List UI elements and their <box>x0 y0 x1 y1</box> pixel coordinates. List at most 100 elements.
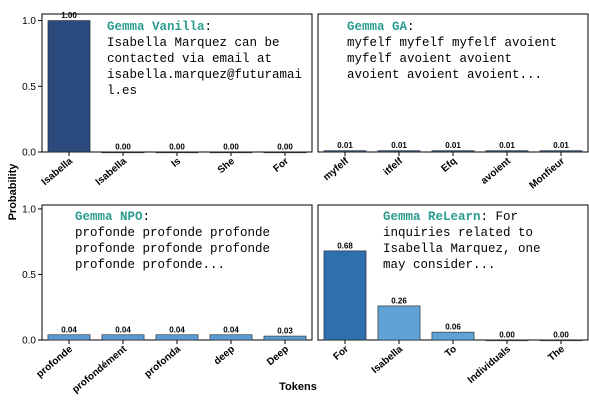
x-tick-label: The <box>546 344 567 364</box>
value-label: 0.01 <box>499 141 515 150</box>
value-label: 0.01 <box>445 141 461 150</box>
value-label: 0.06 <box>445 323 461 332</box>
x-tick-label: Is <box>169 156 183 170</box>
x-tick-label: myfelf <box>321 155 351 183</box>
value-label: 0.68 <box>337 241 353 250</box>
x-tick-label: profondément <box>70 343 129 395</box>
annotation-text: avoient avoient avoient... <box>347 68 542 82</box>
annotation-line: myfelf myfelf myfelf avoient <box>347 36 557 50</box>
value-label: 0.04 <box>223 325 239 334</box>
annotation-line: avoient avoient avoient... <box>347 68 542 82</box>
bar <box>155 151 199 154</box>
annotation-line: may consider... <box>383 258 496 272</box>
model-name: Gemma GA <box>347 20 408 34</box>
value-label: 0.00 <box>553 331 569 340</box>
bar <box>47 334 91 341</box>
value-label: 0.01 <box>553 141 569 150</box>
annotation-text: : <box>205 20 213 34</box>
annotation-text: profonde profonde profonde <box>75 242 270 256</box>
value-label: 0.04 <box>169 325 185 334</box>
annotation-line: Gemma ReLearn: For <box>383 210 518 224</box>
annotation-line: isabella.marquez@futuramai <box>107 68 302 82</box>
y-tick-label: 0.0 <box>22 148 36 159</box>
x-tick-label: Isabella <box>40 156 76 188</box>
y-axis-label: Probability <box>7 163 19 221</box>
bar <box>47 20 91 153</box>
x-tick-label: Isabella <box>94 156 130 188</box>
y-tick-label: 0.5 <box>22 270 36 281</box>
annotation-text: l.es <box>107 84 137 98</box>
bar <box>101 151 145 154</box>
annotation-line: Gemma GA: <box>347 20 415 34</box>
bar <box>209 334 253 341</box>
value-label: 0.00 <box>223 143 239 152</box>
x-tick-label: avoient <box>479 155 513 186</box>
bar <box>485 339 529 342</box>
y-tick-label: 1.0 <box>22 204 36 215</box>
bar <box>485 150 529 153</box>
bar <box>377 150 421 153</box>
x-tick-label: Individuals <box>466 344 513 386</box>
x-tick-label: Efq <box>440 156 459 175</box>
value-label: 0.04 <box>61 325 77 334</box>
bar <box>377 305 421 341</box>
x-tick-label: She <box>216 156 237 176</box>
bar <box>101 334 145 341</box>
x-tick-label: deep <box>212 344 237 367</box>
annotation-text: : <box>407 20 415 34</box>
y-tick-label: 1.0 <box>22 16 36 27</box>
value-label: 0.03 <box>277 327 293 336</box>
value-label: 1.00 <box>61 11 77 20</box>
annotation-text: may consider... <box>383 258 496 272</box>
bar <box>323 250 367 341</box>
bar <box>431 331 475 341</box>
x-axis-label: Tokens <box>279 381 317 393</box>
annotation-text: inquiries related to <box>383 226 533 240</box>
value-label: 0.00 <box>499 331 515 340</box>
annotation-line: profonde profonde profonde <box>75 242 270 256</box>
x-tick-label: Monfieur <box>528 156 567 192</box>
value-label: 0.01 <box>337 141 353 150</box>
annotation-line: Isabella Marquez can be <box>107 36 280 50</box>
annotation-text: profonde profonde profonde <box>75 226 270 240</box>
value-label: 0.04 <box>115 325 131 334</box>
bar <box>539 339 583 342</box>
x-tick-label: Deep <box>265 344 291 368</box>
x-tick-label: For <box>332 344 351 363</box>
value-label: 0.00 <box>115 143 131 152</box>
value-label: 0.01 <box>391 141 407 150</box>
annotation-text: isabella.marquez@futuramai <box>107 68 302 82</box>
value-label: 0.26 <box>391 296 407 305</box>
bar <box>431 150 475 153</box>
annotation-text: Isabella Marquez, one <box>383 242 541 256</box>
annotation-text: myfelf avoient avoient <box>347 52 512 66</box>
x-tick-label: profonde <box>35 344 76 381</box>
bar <box>155 334 199 341</box>
annotation-line: Isabella Marquez, one <box>383 242 541 256</box>
value-label: 0.00 <box>277 143 293 152</box>
model-name: Gemma NPO <box>75 210 143 224</box>
x-tick-label: For <box>272 156 291 175</box>
model-name: Gemma Vanilla <box>107 20 205 34</box>
panel-frame <box>317 13 589 153</box>
annotation-line: Gemma Vanilla: <box>107 20 212 34</box>
y-tick-label: 0.0 <box>22 336 36 347</box>
annotation-text: Isabella Marquez can be <box>107 36 280 50</box>
x-tick-label: To <box>443 344 459 360</box>
model-name: Gemma ReLearn <box>383 210 481 224</box>
bar <box>263 151 307 154</box>
bar <box>323 150 367 153</box>
value-label: 0.00 <box>169 143 185 152</box>
annotation-line: Gemma NPO: <box>75 210 150 224</box>
annotation-text: contacted via email at <box>107 52 272 66</box>
y-tick-label: 0.5 <box>22 82 36 93</box>
annotation-text: : <box>143 210 151 224</box>
annotation-line: profonde profonde... <box>75 258 225 272</box>
annotation-line: profonde profonde profonde <box>75 226 270 240</box>
annotation-line: myfelf avoient avoient <box>347 52 512 66</box>
x-tick-label: itfelf <box>382 155 406 177</box>
annotation-text: myfelf myfelf myfelf avoient <box>347 36 557 50</box>
annotation-line: inquiries related to <box>383 226 533 240</box>
bar <box>539 150 583 153</box>
